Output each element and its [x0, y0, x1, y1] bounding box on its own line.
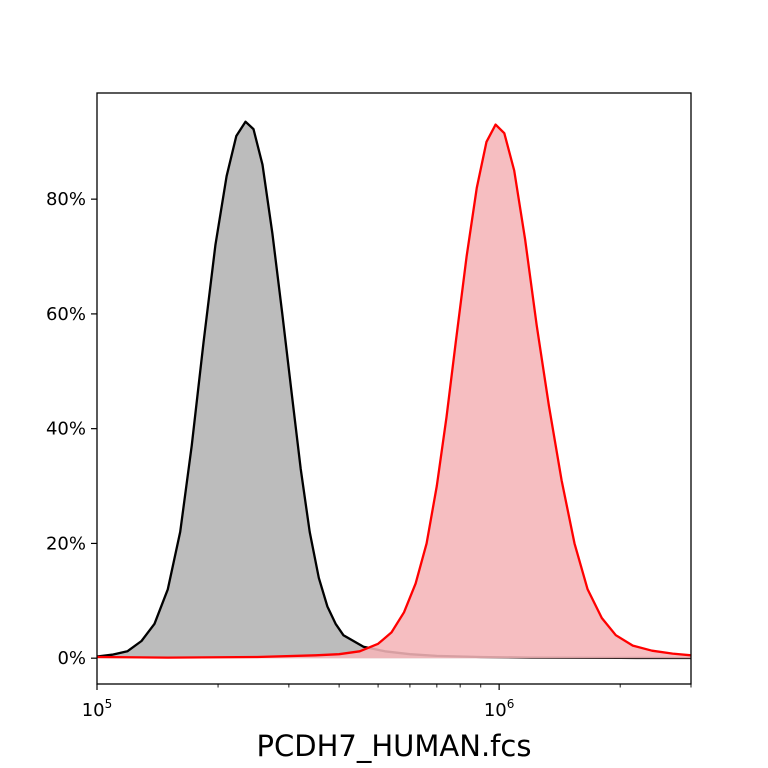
series-2-line [96, 123, 692, 659]
x-tick-label: 106 [484, 697, 515, 721]
y-tick-label: 80% [46, 189, 86, 210]
x-axis: 105 106 [82, 684, 692, 721]
y-tick-label: 20% [46, 533, 86, 554]
y-tick-label: 0% [57, 648, 86, 669]
x-axis-title: PCDH7_HUMAN.fcs [257, 729, 532, 763]
series-1-area [97, 121, 691, 659]
plot-frame [96, 92, 692, 685]
x-tick-label: 105 [82, 697, 113, 721]
y-tick-label: 60% [46, 304, 86, 325]
series-2-area [97, 124, 691, 659]
y-axis: 0% 20% 40% 60% 80% [46, 189, 97, 669]
series-layer [96, 120, 692, 660]
y-tick-label: 40% [46, 419, 86, 440]
